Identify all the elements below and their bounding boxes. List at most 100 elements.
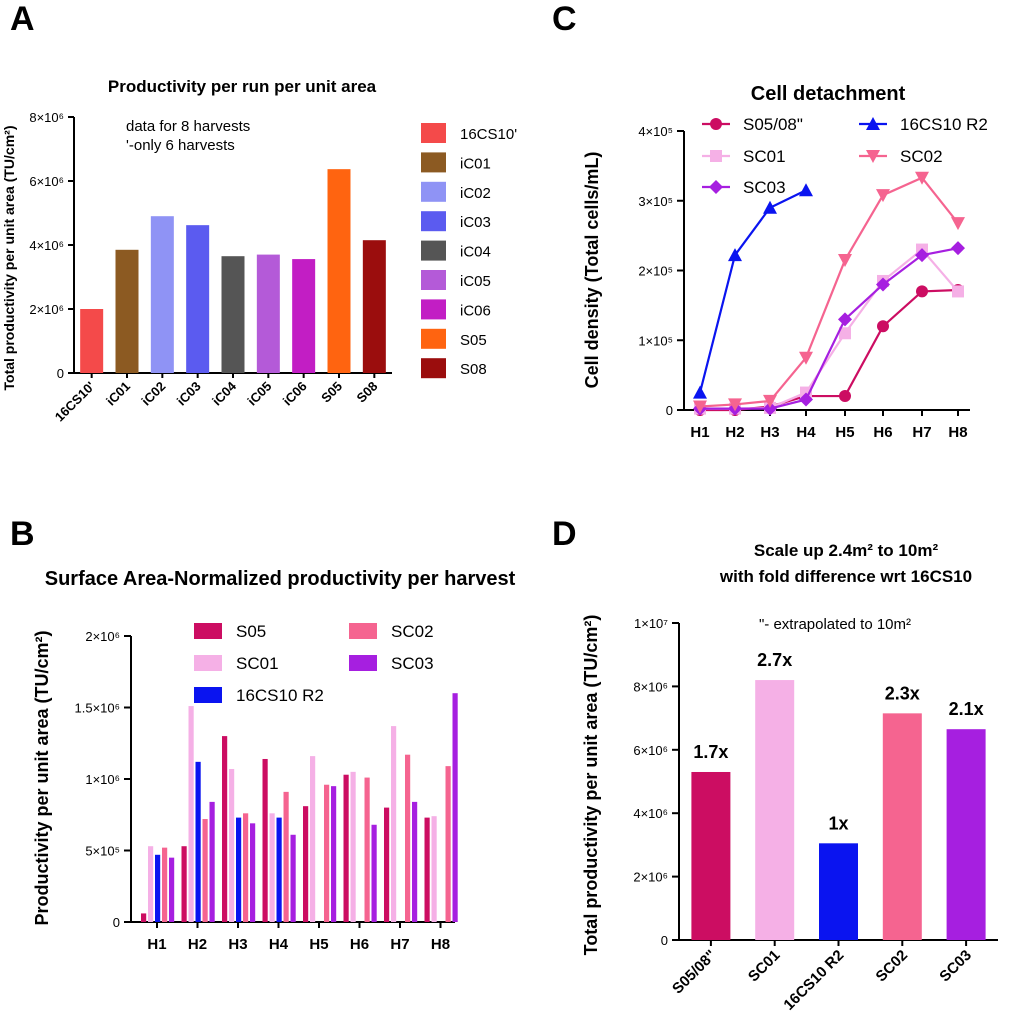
bar <box>310 756 316 922</box>
y-tick-label: 1×10⁶ <box>85 772 120 787</box>
bar <box>343 774 349 922</box>
bar <box>221 256 245 373</box>
bar <box>236 817 242 922</box>
legend-swatch <box>349 655 377 671</box>
point <box>728 248 742 262</box>
bar <box>195 761 201 922</box>
bar <box>229 768 235 922</box>
bar <box>181 846 187 922</box>
bar <box>162 847 168 922</box>
y-axis-label: Cell density (Total cells/mL) <box>582 152 602 389</box>
legend-label: SC01 <box>743 147 786 166</box>
bar <box>292 259 316 373</box>
x-tick-label: H1 <box>690 424 709 441</box>
y-tick-label: 1×10⁷ <box>634 616 668 631</box>
x-tick-label: H4 <box>796 424 816 441</box>
panel-label-c: C <box>552 0 577 38</box>
series-line <box>700 247 959 410</box>
point <box>877 320 889 333</box>
bar <box>186 225 210 373</box>
x-tick-label: SC01 <box>745 947 784 986</box>
chart-title: Surface Area-Normalized productivity per… <box>45 568 516 590</box>
chart-subtitle: with fold difference wrt 16CS10 <box>719 567 972 586</box>
y-tick-label: 2×10⁶ <box>85 629 120 644</box>
point <box>763 401 777 416</box>
bar <box>384 807 390 922</box>
y-tick-label: 4×10⁵ <box>638 124 673 139</box>
x-tick-label: 16CS10' <box>52 379 98 425</box>
legend-swatch <box>194 655 222 671</box>
point <box>876 277 890 292</box>
x-tick-label: S05 <box>318 379 345 406</box>
bar <box>405 754 411 922</box>
legend-label: iC01 <box>460 155 491 172</box>
point <box>876 189 890 203</box>
data-label: 1x <box>828 813 848 833</box>
panel-label-d: D <box>552 515 577 553</box>
legend-label: S05/08" <box>743 115 803 134</box>
chart-c: Cell detachment 0 1×10⁵ 2×10⁵ 3×10⁵ 4×10⁵ H1 H2… <box>582 83 988 441</box>
point <box>710 118 722 130</box>
x-tick-label: SC03 <box>936 947 975 986</box>
annotation: data for 8 harvests <box>126 118 250 135</box>
chart-b: Surface Area-Normalized productivity per… <box>32 568 516 953</box>
legend-swatch <box>421 181 446 202</box>
chart-d: Scale up 2.4m² to 10m² with fold differen… <box>581 541 998 1014</box>
bar <box>445 766 451 922</box>
legend-swatch <box>349 623 377 639</box>
bar <box>391 726 397 922</box>
y-tick-label: 6×10⁶ <box>633 743 668 758</box>
panel-label-a: A <box>10 0 35 38</box>
y-tick-label: 6×10⁶ <box>29 174 64 189</box>
x-tick-label: H5 <box>309 936 328 953</box>
point <box>839 327 851 340</box>
x-tick-label: H6 <box>350 936 369 953</box>
legend-label: S05 <box>236 622 266 641</box>
series-line <box>699 176 959 408</box>
annotation: "- extrapolated to 10m² <box>759 616 911 633</box>
point <box>915 171 929 185</box>
legend-label: iC05 <box>460 273 491 290</box>
legend-label: S05 <box>460 332 487 349</box>
x-tick-label: iC01 <box>103 379 133 409</box>
y-axis-label: Total productivity per unit area (TU/cm²… <box>1 126 17 391</box>
bar <box>256 254 280 373</box>
bar <box>209 801 215 922</box>
bar <box>276 817 282 922</box>
bar <box>819 843 858 940</box>
point <box>838 254 852 268</box>
legend-label: SC02 <box>900 147 943 166</box>
bar <box>150 216 174 373</box>
point <box>952 285 964 298</box>
bar <box>290 834 296 922</box>
point <box>763 394 777 408</box>
x-tick-label: H1 <box>147 936 166 953</box>
bar <box>202 819 208 922</box>
x-tick-label: iC05 <box>244 379 274 409</box>
point <box>915 248 929 263</box>
legend-swatch <box>421 152 446 173</box>
bar <box>755 680 795 940</box>
point <box>799 351 813 365</box>
legend-swatch <box>194 687 222 703</box>
annotation: '-only 6 harvests <box>126 137 235 154</box>
y-tick-label: 0 <box>113 915 120 930</box>
x-tick-label: H5 <box>835 424 854 441</box>
x-tick-label: H4 <box>269 936 289 953</box>
bar <box>324 784 330 922</box>
legend-swatch <box>194 623 222 639</box>
bar <box>250 823 256 922</box>
y-tick-label: 8×10⁶ <box>633 679 668 694</box>
bar <box>115 249 139 373</box>
x-tick-label: H2 <box>188 936 207 953</box>
bar <box>188 706 194 922</box>
point <box>709 180 723 194</box>
point <box>838 312 852 327</box>
y-tick-label: 1×10⁵ <box>638 333 673 348</box>
y-tick-label: 8×10⁶ <box>29 110 64 125</box>
legend-swatch <box>421 299 446 320</box>
legend-label: S08 <box>460 361 487 378</box>
bar <box>364 777 370 922</box>
point <box>916 285 928 298</box>
